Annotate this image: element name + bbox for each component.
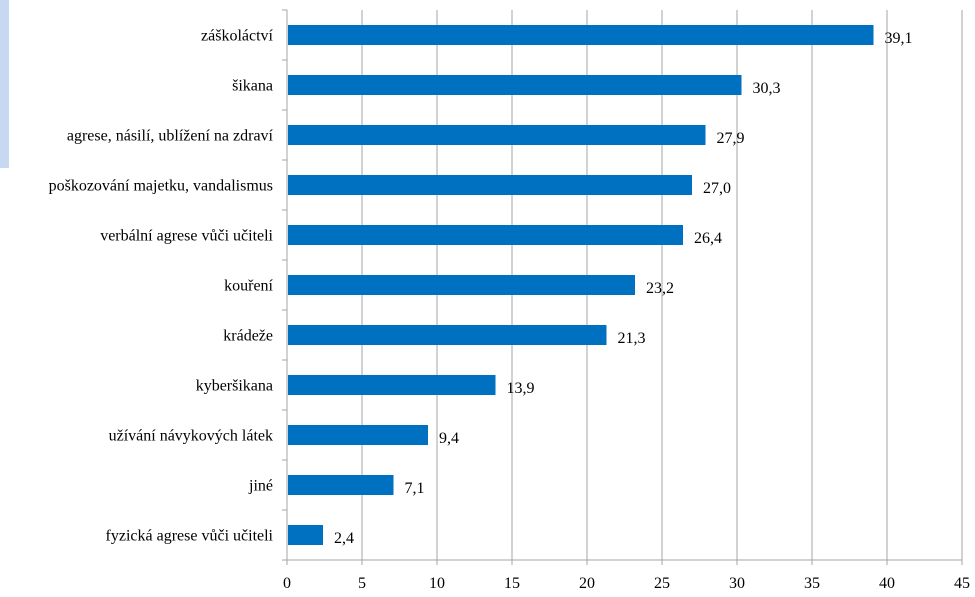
- value-label: 7,1: [405, 480, 425, 497]
- gridlines: [361, 10, 963, 560]
- x-tick-label: 45: [954, 575, 970, 592]
- value-label: 23,2: [646, 280, 674, 297]
- category-label: poškozování majetku, vandalismus: [49, 178, 273, 195]
- bar: [288, 275, 635, 295]
- bar: [288, 75, 742, 95]
- bar: [288, 25, 874, 45]
- category-label: užívání návykových látek: [109, 428, 273, 445]
- bar: [288, 325, 607, 345]
- category-label: jiné: [248, 478, 273, 495]
- category-label: verbální agrese vůči učiteli: [100, 228, 273, 245]
- bar: [288, 425, 428, 445]
- axes: [282, 9, 963, 565]
- value-label: 9,4: [439, 430, 459, 447]
- bar: [288, 225, 683, 245]
- value-label: 26,4: [694, 230, 722, 247]
- x-tick-label: 35: [804, 575, 820, 592]
- value-label: 21,3: [618, 330, 646, 347]
- category-label: šikana: [232, 78, 273, 95]
- x-tick-label: 5: [358, 575, 366, 592]
- value-label: 27,9: [717, 130, 745, 147]
- bars: [288, 25, 874, 545]
- value-label: 30,3: [753, 80, 781, 97]
- bar: [288, 475, 394, 495]
- x-tick-label: 10: [429, 575, 445, 592]
- x-tick-labels: 0 5 10 15 20 25 30 35 40 45: [283, 575, 970, 592]
- category-label: agrese, násilí, ublížení na zdraví: [67, 128, 274, 145]
- category-label: krádeže: [223, 328, 273, 345]
- value-labels: 39,1 30,3 27,9 27,0 26,4 23,2 21,3 13,9 9,4 7,1 2,…: [334, 30, 913, 547]
- category-labels: záškoláctví šikana agrese, násilí, ublížen…: [49, 28, 274, 545]
- x-tick-label: 20: [579, 575, 595, 592]
- category-label: kouření: [224, 278, 273, 295]
- value-label: 27,0: [703, 180, 731, 197]
- value-label: 13,9: [507, 380, 535, 397]
- x-tick-label: 15: [504, 575, 520, 592]
- value-label: 39,1: [885, 30, 913, 47]
- bar: [288, 125, 706, 145]
- bar: [288, 375, 496, 395]
- bar: [288, 525, 323, 545]
- value-label: 2,4: [334, 530, 354, 547]
- left-edge-strip: [0, 0, 9, 168]
- category-label: fyzická agrese vůči učiteli: [106, 528, 274, 545]
- x-tick-label: 30: [729, 575, 745, 592]
- category-label: kyberšikana: [196, 378, 273, 395]
- bar: [288, 175, 692, 195]
- x-tick-label: 0: [283, 575, 291, 592]
- x-tick-label: 40: [879, 575, 895, 592]
- category-label: záškoláctví: [201, 28, 274, 45]
- x-tick-label: 25: [654, 575, 670, 592]
